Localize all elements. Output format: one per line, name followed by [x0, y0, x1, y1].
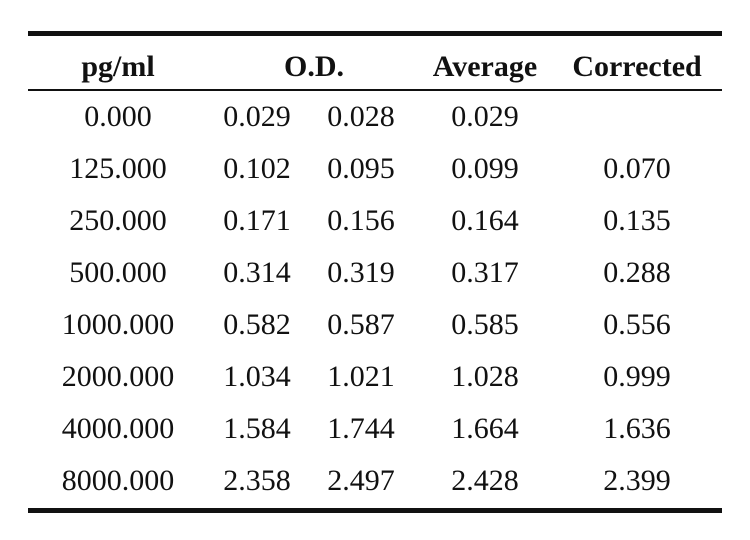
cell-corrected: 0.288	[603, 256, 671, 289]
cell-concentration: 125.000	[69, 152, 167, 185]
cell-corrected: 1.636	[603, 412, 671, 445]
cell-od-1: 0.102	[223, 152, 291, 185]
cell-corrected: 0.070	[603, 152, 671, 185]
table-row: 2000.000 1.034 1.021 1.028 0.999	[28, 357, 722, 397]
cell-corrected: 0.135	[603, 204, 671, 237]
cell-average: 0.099	[451, 152, 519, 185]
cell-od-2: 1.744	[327, 412, 395, 445]
cell-average: 0.585	[451, 308, 519, 341]
table-header-rule	[28, 89, 722, 91]
table-row: 125.000 0.102 0.095 0.099 0.070	[28, 149, 722, 189]
cell-od-1: 1.034	[223, 360, 291, 393]
cell-od-2: 0.319	[327, 256, 395, 289]
header-od: O.D.	[284, 50, 344, 83]
cell-od-1: 1.584	[223, 412, 291, 445]
cell-corrected: 2.399	[603, 464, 671, 497]
cell-corrected: 0.999	[603, 360, 671, 393]
cell-od-2: 1.021	[327, 360, 395, 393]
cell-od-2: 2.497	[327, 464, 395, 497]
cell-concentration: 250.000	[69, 204, 167, 237]
cell-average: 2.428	[451, 464, 519, 497]
header-pg-ml: pg/ml	[81, 50, 155, 83]
cell-od-2: 0.028	[327, 100, 395, 133]
table-bottom-rule	[28, 508, 722, 513]
table-row: 8000.000 2.358 2.497 2.428 2.399	[28, 461, 722, 501]
cell-concentration: 8000.000	[61, 464, 175, 497]
cell-average: 0.164	[451, 204, 519, 237]
cell-average: 0.317	[451, 256, 519, 289]
header-average: Average	[432, 50, 538, 83]
table-row: 0.000 0.029 0.028 0.029	[28, 97, 722, 137]
cell-corrected: 0.556	[603, 308, 671, 341]
table-header-row: pg/ml O.D. Average Corrected	[28, 36, 722, 89]
table-row: 4000.000 1.584 1.744 1.664 1.636	[28, 409, 722, 449]
header-corrected: Corrected	[572, 50, 702, 83]
cell-concentration: 2000.000	[61, 360, 175, 393]
cell-od-1: 0.314	[223, 256, 291, 289]
cell-od-2: 0.095	[327, 152, 395, 185]
cell-concentration: 4000.000	[61, 412, 175, 445]
cell-concentration: 500.000	[69, 256, 167, 289]
table-row: 250.000 0.171 0.156 0.164 0.135	[28, 201, 722, 241]
table-body: 0.000 0.029 0.028 0.029 125.000 0.102 0.…	[28, 91, 722, 508]
table-top-rule	[28, 31, 722, 36]
cell-average: 1.664	[451, 412, 519, 445]
cell-od-1: 0.171	[223, 204, 291, 237]
cell-od-1: 2.358	[223, 464, 291, 497]
cell-od-1: 0.582	[223, 308, 291, 341]
cell-average: 0.029	[451, 100, 519, 133]
cell-concentration: 0.000	[84, 100, 152, 133]
table-row: 500.000 0.314 0.319 0.317 0.288	[28, 253, 722, 293]
cell-od-2: 0.156	[327, 204, 395, 237]
cell-od-2: 0.587	[327, 308, 395, 341]
table-row: 1000.000 0.582 0.587 0.585 0.556	[28, 305, 722, 345]
cell-average: 1.028	[451, 360, 519, 393]
cell-od-1: 0.029	[223, 100, 291, 133]
cell-concentration: 1000.000	[61, 308, 175, 341]
standard-curve-table: pg/ml O.D. Average Corrected 0.000 0.029…	[28, 31, 722, 513]
